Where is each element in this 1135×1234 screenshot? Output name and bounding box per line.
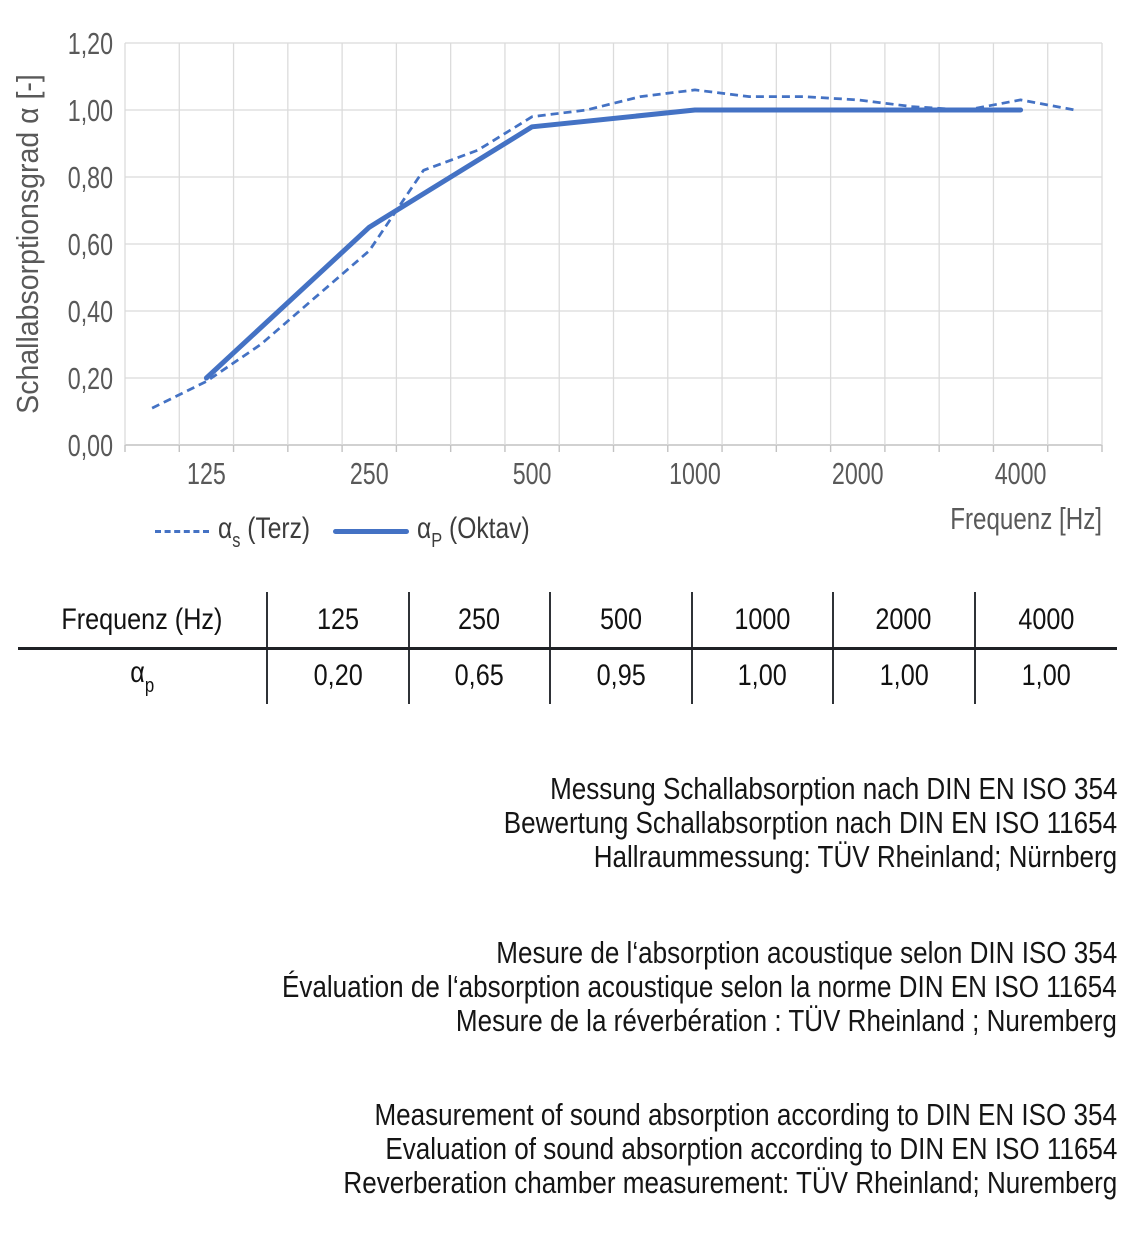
note-text: Évaluation de l‘absorption acoustique se…: [282, 969, 1117, 1004]
note-line: Messung Schallabsorption nach DIN EN ISO…: [0, 772, 1117, 806]
table-header-2000: 2000: [834, 592, 976, 647]
note-line: Mesure de l‘absorption acoustique selon …: [0, 936, 1117, 970]
y-tick-label: 0,20: [68, 361, 113, 396]
x-tick-label: 250: [350, 456, 389, 491]
x-tick-label: 125: [187, 456, 226, 491]
table-header-500: 500: [551, 592, 693, 647]
table-header-value: 125: [316, 602, 359, 636]
chart-canvas: 1,20 1,00 0,80 0,60 0,40 0,20 0,00 125 250 500 100…: [11, 26, 1103, 536]
dashed-line-sample: [155, 529, 209, 533]
table-cell-value: 0,65: [454, 658, 504, 692]
table-value-125: 0,20: [268, 647, 410, 704]
legend-alpha: α: [417, 511, 432, 545]
x-tick-label: 2000: [832, 456, 884, 491]
table-cell-value: 1,00: [737, 658, 787, 692]
note-text: Mesure de la réverbération : TÜV Rheinla…: [456, 1003, 1117, 1038]
table-header-label: Frequenz (Hz): [61, 602, 223, 636]
note-text: Reverberation chamber measurement: TÜV R…: [343, 1165, 1117, 1200]
note-text: Hallraummessung: TÜV Rheinland; Nürnberg: [593, 839, 1117, 874]
y-tick-label: 0,00: [68, 428, 113, 463]
table-value-250: 0,65: [410, 647, 551, 704]
table-cell-value: 0,20: [313, 658, 363, 692]
note-text: Measurement of sound absorption accordin…: [374, 1097, 1117, 1132]
alpha-subscript: p: [144, 675, 154, 697]
note-english: Measurement of sound absorption accordin…: [0, 1098, 1117, 1200]
legend-label-oktav: αP (Oktav): [417, 511, 530, 552]
legend-text: (Oktav): [442, 511, 530, 545]
table-header-1000: 1000: [693, 592, 834, 647]
table-divider-rule: [18, 647, 1117, 650]
table-row-label-alpha-p: αp: [18, 647, 268, 704]
legend-item-oktav: αP (Oktav): [333, 511, 554, 552]
table-cell-value: 1,00: [879, 658, 929, 692]
y-tick-label: 0,60: [68, 227, 113, 262]
series-terz-dashed-line: [151, 88, 1076, 410]
legend-subscript: s: [232, 529, 241, 552]
table-cell-value: 0,95: [596, 658, 646, 692]
table-header-value: 1000: [734, 602, 791, 636]
legend-item-terz: αs (Terz): [155, 511, 330, 552]
y-tick-label: 1,20: [68, 26, 113, 61]
x-axis-title: Frequenz [Hz]: [950, 501, 1102, 536]
table-cell-value: 1,00: [1021, 658, 1071, 692]
table-header-4000: 4000: [976, 592, 1118, 647]
y-tick-label: 0,80: [68, 160, 113, 195]
table-header-value: 500: [599, 602, 642, 636]
legend-subscript: P: [431, 529, 443, 552]
table-header-125: 125: [268, 592, 410, 647]
solid-line-sample: [333, 528, 409, 534]
note-line: Measurement of sound absorption accordin…: [0, 1098, 1117, 1132]
note-french: Mesure de l‘absorption acoustique selon …: [0, 936, 1117, 1038]
table-value-1000: 1,00: [693, 647, 834, 704]
table-value-2000: 1,00: [834, 647, 976, 704]
table-value-500: 0,95: [551, 647, 693, 704]
note-line: Bewertung Schallabsorption nach DIN EN I…: [0, 806, 1117, 840]
y-tick-label: 1,00: [68, 93, 113, 128]
legend-alpha: α: [218, 511, 233, 545]
alpha-p-table-grid: Frequenz (Hz) 125 250 500 1000 2000 4000…: [18, 592, 1117, 704]
y-tick-label: 0,40: [68, 294, 113, 329]
alpha-symbol: α: [130, 656, 145, 689]
table-header-value: 4000: [1018, 602, 1075, 636]
table-value-4000: 1,00: [976, 647, 1118, 704]
legend-text: (Terz): [240, 511, 311, 545]
x-tick-label: 1000: [669, 456, 721, 491]
note-german: Messung Schallabsorption nach DIN EN ISO…: [0, 772, 1117, 874]
note-line: Évaluation de l‘absorption acoustique se…: [0, 970, 1117, 1004]
note-line: Hallraummessung: TÜV Rheinland; Nürnberg: [0, 840, 1117, 874]
table-header-frequency: Frequenz (Hz): [18, 592, 268, 647]
table-header-value: 2000: [875, 602, 932, 636]
note-text: Mesure de l‘absorption acoustique selon …: [496, 935, 1117, 970]
x-tick-label: 500: [513, 456, 552, 491]
note-line: Reverberation chamber measurement: TÜV R…: [0, 1166, 1117, 1200]
note-line: Evaluation of sound absorption according…: [0, 1132, 1117, 1166]
legend-label-terz: αs (Terz): [218, 511, 311, 552]
alpha-p-table: Frequenz (Hz) 125 250 500 1000 2000 4000…: [18, 592, 1117, 704]
table-header-value: 250: [458, 602, 501, 636]
note-text: Bewertung Schallabsorption nach DIN EN I…: [503, 805, 1117, 840]
table-header-250: 250: [410, 592, 551, 647]
note-text: Evaluation of sound absorption according…: [385, 1131, 1117, 1166]
x-tick-label: 4000: [995, 456, 1047, 491]
absorption-chart: 1,20 1,00 0,80 0,60 0,40 0,20 0,00 125 250 500 100…: [0, 0, 1135, 565]
series-oktav-solid-line: [203, 107, 1024, 381]
y-axis-title: Schallabsorptionsgrad α [-]: [11, 74, 45, 414]
note-text: Messung Schallabsorption nach DIN EN ISO…: [549, 771, 1117, 806]
note-line: Mesure de la réverbération : TÜV Rheinla…: [0, 1004, 1117, 1038]
